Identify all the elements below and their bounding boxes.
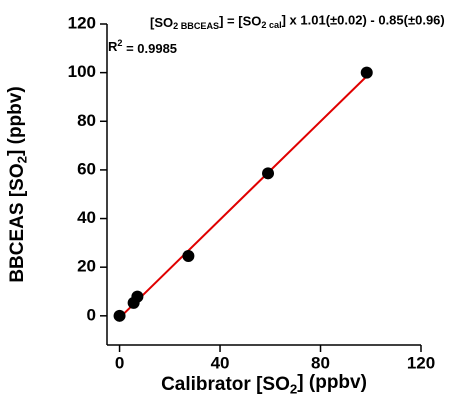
- fit-line: [118, 74, 369, 319]
- x-tick-label: 80: [311, 353, 330, 372]
- y-axis-label-part: ] (ppbv): [5, 86, 26, 156]
- x-tick-label: 40: [211, 353, 230, 372]
- r-squared: R2 = 0.9985: [108, 38, 177, 56]
- x-tick-label: 0: [115, 353, 124, 372]
- y-tick-label: 80: [77, 111, 96, 130]
- data-point: [182, 249, 195, 262]
- r-squared-part: R: [108, 39, 118, 54]
- y-axis-label-part: BBCEAS [SO: [7, 163, 28, 282]
- y-tick-label: 100: [68, 62, 96, 81]
- fit-equation-part: ] = [SO: [219, 14, 261, 29]
- data-point: [113, 309, 126, 322]
- x-tick-label: 120: [407, 353, 435, 372]
- y-tick-label: 0: [87, 305, 96, 324]
- y-axis-label-part: 2: [14, 156, 29, 163]
- data-point: [360, 66, 373, 79]
- r-squared-part: 2: [117, 38, 122, 48]
- y-axis-label: BBCEAS [SO2] (ppbv): [5, 86, 29, 282]
- y-tick-label: 40: [77, 208, 96, 227]
- r-squared-part: = 0.9985: [122, 41, 177, 56]
- fit-equation-part: ] x 1.01(±0.02) - 0.85(±0.96): [282, 13, 445, 28]
- fit-equation: [SO2 BBCEAS] = [SO2 cal] x 1.01(±0.02) -…: [150, 13, 445, 32]
- data-point: [131, 290, 144, 303]
- y-tick-label: 60: [77, 159, 96, 178]
- y-tick-label: 120: [68, 13, 96, 32]
- y-tick-label: 20: [77, 257, 96, 276]
- x-axis-label-part: Calibrator [SO: [161, 374, 290, 395]
- data-point: [262, 167, 275, 180]
- x-axis-label-part: ] (ppbv): [297, 372, 367, 393]
- x-axis-label-part: 2: [290, 381, 297, 396]
- fit-equation-part: [SO: [150, 15, 173, 30]
- x-axis-label: Calibrator [SO2] (ppbv): [161, 372, 367, 396]
- fit-equation-part: 2 cal: [261, 20, 281, 30]
- fit-equation-part: 2 BBCEAS: [173, 22, 219, 32]
